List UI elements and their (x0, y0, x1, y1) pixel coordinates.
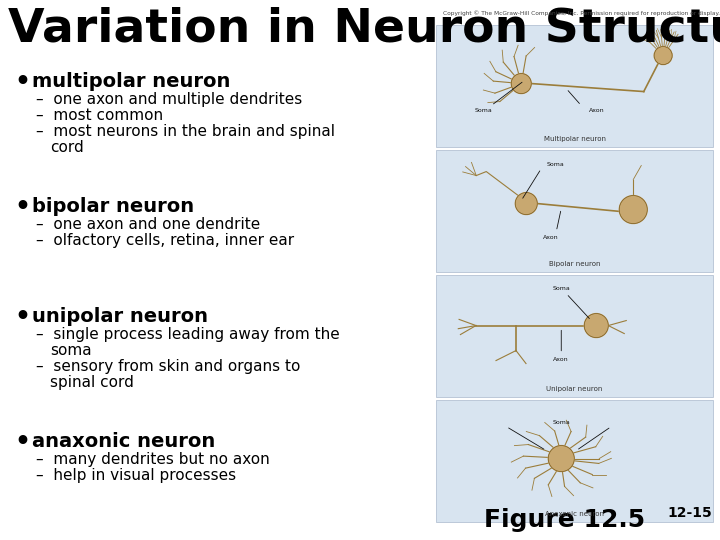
Text: unipolar neuron: unipolar neuron (32, 307, 208, 326)
Text: –  one axon and one dendrite: – one axon and one dendrite (36, 217, 260, 232)
Text: –  help in visual processes: – help in visual processes (36, 468, 236, 483)
Text: Axon: Axon (554, 356, 569, 362)
Text: Soma: Soma (474, 107, 492, 112)
Circle shape (548, 446, 575, 471)
Text: spinal cord: spinal cord (50, 375, 134, 390)
Text: Unipolar neuron: Unipolar neuron (546, 386, 603, 392)
Text: Axon: Axon (589, 107, 605, 112)
Text: –  sensory from skin and organs to: – sensory from skin and organs to (36, 359, 300, 374)
Text: Soma: Soma (546, 161, 564, 166)
Text: –  most common: – most common (36, 108, 163, 123)
Text: –  most neurons in the brain and spinal: – most neurons in the brain and spinal (36, 124, 335, 139)
Text: multipolar neuron: multipolar neuron (32, 72, 230, 91)
Text: soma: soma (50, 343, 91, 358)
Text: anaxonic neuron: anaxonic neuron (32, 432, 215, 451)
Text: Anaxonic neuron: Anaxonic neuron (545, 511, 604, 517)
Text: bipolar neuron: bipolar neuron (32, 197, 194, 216)
Text: •: • (14, 305, 30, 329)
Text: cord: cord (50, 140, 84, 155)
Text: Axon: Axon (544, 234, 559, 240)
Text: •: • (14, 195, 30, 219)
Circle shape (511, 73, 531, 93)
Text: •: • (14, 70, 30, 94)
Circle shape (516, 193, 537, 214)
Text: Figure 12.5: Figure 12.5 (485, 508, 646, 532)
FancyBboxPatch shape (436, 400, 713, 522)
Text: –  single process leading away from the: – single process leading away from the (36, 327, 340, 342)
FancyBboxPatch shape (436, 275, 713, 397)
Text: –  olfactory cells, retina, inner ear: – olfactory cells, retina, inner ear (36, 233, 294, 248)
Text: Soma: Soma (552, 286, 570, 291)
Circle shape (654, 46, 672, 65)
FancyBboxPatch shape (436, 25, 713, 147)
Text: Soma: Soma (552, 420, 570, 424)
Text: Multipolar neuron: Multipolar neuron (544, 136, 606, 142)
Circle shape (619, 195, 647, 224)
Circle shape (584, 314, 608, 338)
Text: Bipolar neuron: Bipolar neuron (549, 261, 600, 267)
Text: •: • (14, 430, 30, 454)
Text: Variation in Neuron Structure: Variation in Neuron Structure (8, 7, 720, 52)
Text: –  many dendrites but no axon: – many dendrites but no axon (36, 452, 270, 467)
Text: Copyright © The McGraw-Hill Companies, Inc. Permission required for reproduction: Copyright © The McGraw-Hill Companies, I… (443, 10, 720, 16)
Text: 12-15: 12-15 (667, 506, 712, 520)
Text: –  one axon and multiple dendrites: – one axon and multiple dendrites (36, 92, 302, 107)
FancyBboxPatch shape (436, 150, 713, 272)
